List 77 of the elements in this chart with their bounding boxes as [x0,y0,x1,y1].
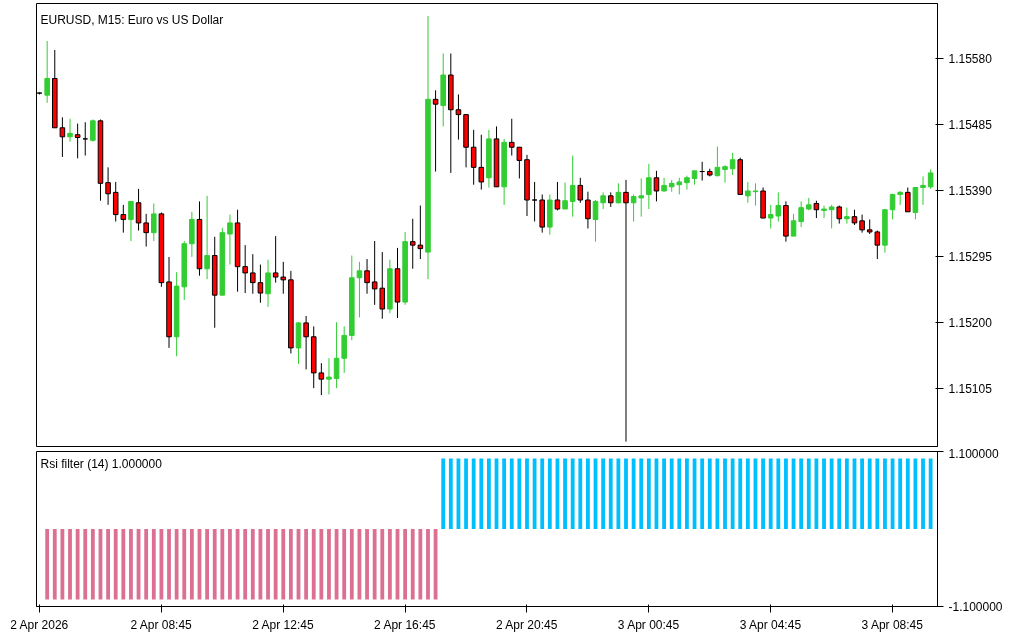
candlestick [684,175,690,191]
candlestick [143,213,149,248]
candlestick [646,163,652,210]
candlestick [303,315,309,370]
candlestick [59,116,66,158]
candlestick [265,259,271,308]
candlestick [82,121,89,157]
candlestick [714,146,721,177]
x-tick-label: 2 Apr 12:45 [252,617,314,632]
candlestick [151,202,157,242]
y-tick-label: 1.100000 [948,446,999,461]
candlestick [821,205,827,219]
candlestick [508,118,515,157]
x-tick-label: 3 Apr 08:45 [861,617,924,632]
candlestick [516,146,523,179]
y-tick-label: 1.15105 [948,381,993,396]
y-tick-label: 1.15390 [948,183,993,198]
x-tick-label: 2 Apr 2026 [10,617,69,632]
chart-title: Rsi filter (14) 1.000000 [40,456,163,471]
candlestick [920,175,926,206]
candlestick [44,40,50,104]
candlestick [257,264,264,304]
candlestick [569,155,576,218]
candlestick [874,230,881,260]
candlestick [828,204,835,229]
candlestick [478,134,485,191]
y-tick-label: -1.100000 [948,600,1003,614]
candlestick [927,168,934,190]
candlestick [105,166,111,206]
candlestick [722,164,728,184]
candlestick [653,170,660,202]
candlestick [600,191,606,210]
candlestick [752,182,759,207]
x-tick-label: 2 Apr 20:45 [495,617,558,632]
candlestick [661,177,667,193]
candlestick [272,235,279,284]
candlestick [135,188,142,232]
candlestick [455,93,462,141]
y-tick-label: 1.15485 [948,117,993,132]
candlestick [798,200,804,228]
candlestick [531,181,538,223]
candlestick [905,187,911,213]
candlestick [417,205,424,260]
candlestick [227,214,233,266]
x-tick-label: 3 Apr 04:45 [739,617,802,632]
candlestick [326,357,332,395]
candlestick [859,214,865,234]
candlestick [90,118,96,143]
candlestick [554,181,561,211]
x-tick-label: 2 Apr 08:45 [130,617,193,632]
candlestick [585,191,591,229]
x-tick-label: 3 Apr 00:45 [617,617,680,632]
candlestick [577,177,584,204]
candlestick [318,362,325,396]
candlestick [562,182,568,210]
candlestick [790,213,797,237]
candlestick [204,195,210,280]
candlestick [250,253,256,295]
candlestick [67,118,73,143]
text: EURUSD, M15: Euro vs US Dollar [40,12,224,27]
candlestick [592,199,599,243]
candlestick [74,123,81,159]
candlestick [729,152,736,176]
candlestick [280,261,287,295]
candlestick [844,207,850,225]
candlestick [432,89,439,173]
candlestick [128,200,134,242]
candlestick [623,179,629,443]
candlestick [364,258,370,295]
y-tick-label: 1.15200 [948,315,993,330]
candlestick [745,181,751,204]
x-tick-label: 2 Apr 16:45 [374,617,436,632]
y-tick-label: 1.15580 [948,51,993,66]
candlestick [409,218,416,270]
y-tick-label: 1.15295 [948,249,993,264]
candlestick [356,261,363,318]
candlestick [470,129,477,186]
